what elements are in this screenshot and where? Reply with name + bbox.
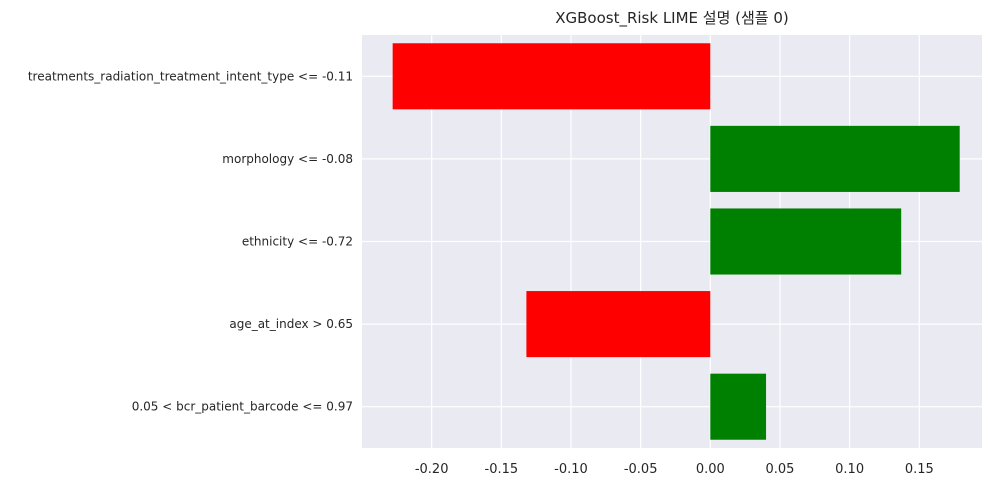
x-tick-label: -0.15 (485, 462, 519, 477)
x-tick-label: 0.15 (905, 462, 934, 477)
y-tick-label: ethnicity <= -0.72 (242, 235, 353, 249)
x-tick-label: -0.10 (554, 462, 588, 477)
x-tick-label: -0.20 (415, 462, 449, 477)
chart-title: XGBoost_Risk LIME 설명 (샘플 0) (555, 9, 789, 28)
bar-2 (710, 208, 902, 275)
bars (392, 43, 960, 440)
bar-0 (392, 43, 711, 110)
y-tick-label: age_at_index > 0.65 (229, 317, 353, 331)
x-tick-label: 0.10 (835, 462, 864, 477)
x-tick-labels: -0.20 -0.15 -0.10 -0.05 0.00 0.05 0.10 0.15 (415, 462, 934, 477)
x-tick-label: 0.00 (696, 462, 725, 477)
y-tick-labels: treatments_radiation_treatment_intent_ty… (28, 69, 353, 413)
x-tick-label: 0.05 (766, 462, 795, 477)
x-tick-label: -0.05 (624, 462, 658, 477)
y-tick-label: treatments_radiation_treatment_intent_ty… (28, 69, 353, 83)
bar-1 (710, 125, 960, 192)
bar-3 (526, 291, 711, 358)
bar-4 (710, 373, 767, 440)
y-tick-label: 0.05 < bcr_patient_barcode <= 0.97 (132, 400, 353, 414)
y-tick-label: morphology <= -0.08 (222, 152, 353, 166)
